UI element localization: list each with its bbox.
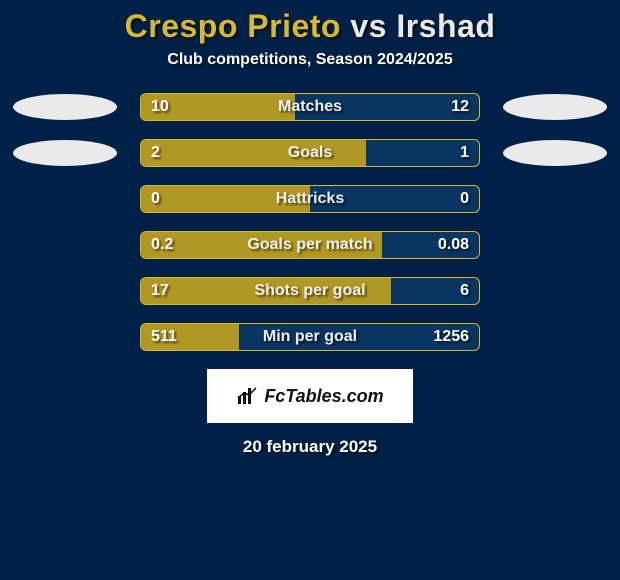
stat-bar: 21Goals: [140, 139, 480, 167]
brand-logo: FcTables.com: [207, 369, 413, 423]
club-slot-left: [10, 186, 120, 212]
club-slot-right: [500, 232, 610, 258]
club-slot-left: [10, 140, 120, 166]
club-slot-right: [500, 140, 610, 166]
stat-label: Goals per match: [141, 232, 479, 258]
stat-label: Goals: [141, 140, 479, 166]
comparison-infographic: Crespo Prieto vs Irshad Club competition…: [0, 0, 620, 580]
club-badge-left: [13, 94, 117, 120]
player-b-name: Irshad: [396, 8, 495, 44]
club-slot-left: [10, 324, 120, 350]
player-a-name: Crespo Prieto: [125, 8, 341, 44]
stat-bar: 176Shots per goal: [140, 277, 480, 305]
stat-label: Shots per goal: [141, 278, 479, 304]
club-slot-right: [500, 94, 610, 120]
stat-label: Hattricks: [141, 186, 479, 212]
club-slot-right: [500, 324, 610, 350]
stats-rows: 1012Matches 21Goals 00Hattricks 0.20.08Goal…: [0, 93, 620, 351]
page-title: Crespo Prieto vs Irshad: [125, 8, 496, 45]
club-slot-right: [500, 186, 610, 212]
club-slot-left: [10, 232, 120, 258]
date-line: 20 february 2025: [243, 437, 377, 457]
stat-row: 21Goals: [0, 139, 620, 167]
stat-bar: 5111256Min per goal: [140, 323, 480, 351]
title-vs: vs: [350, 8, 387, 44]
stat-row: 1012Matches: [0, 93, 620, 121]
club-slot-right: [500, 278, 610, 304]
stat-row: 176Shots per goal: [0, 277, 620, 305]
stat-bar: 0.20.08Goals per match: [140, 231, 480, 259]
stat-row: 5111256Min per goal: [0, 323, 620, 351]
stat-bar: 1012Matches: [140, 93, 480, 121]
club-slot-left: [10, 278, 120, 304]
chart-icon: [236, 386, 258, 406]
stat-row: 0.20.08Goals per match: [0, 231, 620, 259]
stat-label: Matches: [141, 94, 479, 120]
club-badge-right: [503, 94, 607, 120]
stat-bar: 00Hattricks: [140, 185, 480, 213]
club-badge-right: [503, 140, 607, 166]
stat-label: Min per goal: [141, 324, 479, 350]
stat-row: 00Hattricks: [0, 185, 620, 213]
club-badge-left: [13, 140, 117, 166]
club-slot-left: [10, 94, 120, 120]
brand-text: FcTables.com: [264, 386, 383, 407]
subtitle: Club competitions, Season 2024/2025: [167, 51, 452, 69]
